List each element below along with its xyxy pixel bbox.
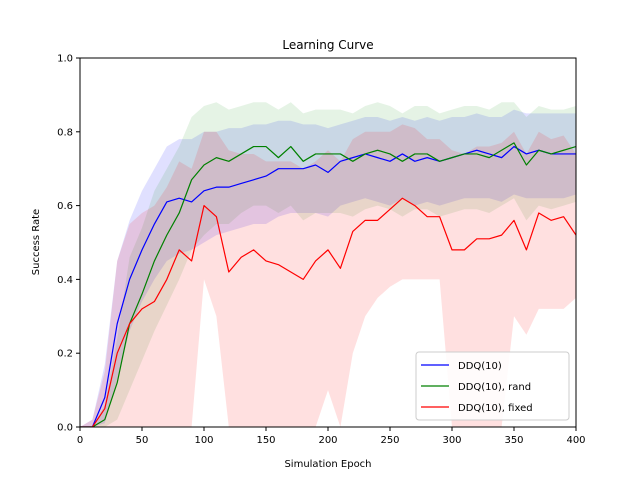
axes: 0 50 100 150 200 250 300 350 400 0.0 0.2 0.4 0.6 0.8 1… xyxy=(57,54,585,447)
band-ddq-10-fixed xyxy=(80,124,576,427)
band-ddq-10-rand xyxy=(80,102,576,427)
chart-title: Learning Curve xyxy=(282,38,373,52)
x-tick-label: 100 xyxy=(194,435,213,446)
x-tick-label: 250 xyxy=(380,435,399,446)
y-tick-label: 0.2 xyxy=(57,349,73,360)
series-line-ddq-10-rand xyxy=(80,142,576,427)
y-tick-label: 0.6 xyxy=(57,201,73,212)
legend: DDQ(10) DDQ(10), rand DDQ(10), fixed xyxy=(415,351,570,421)
x-tick-label: 50 xyxy=(136,435,149,446)
y-tick-label: 0.0 xyxy=(57,423,73,434)
x-tick-label: 150 xyxy=(256,435,275,446)
legend-box xyxy=(415,351,570,421)
series-line-ddq-10-fixed xyxy=(80,197,576,427)
x-tick-label: 400 xyxy=(566,435,585,446)
y-axis-label: Success Rate xyxy=(31,209,42,275)
legend-label-ddq-10-rand: DDQ(10), rand xyxy=(458,382,531,393)
x-tick-label: 0 xyxy=(77,435,83,446)
x-axis-label: Simulation Epoch xyxy=(284,459,371,470)
y-tick-label: 0.4 xyxy=(57,275,73,286)
legend-label-ddq-10-fixed: DDQ(10), fixed xyxy=(458,403,533,414)
y-tick-label: 1.0 xyxy=(57,54,73,65)
x-tick-label: 350 xyxy=(504,435,523,446)
band-ddq-10 xyxy=(80,109,576,427)
y-tick-label: 0.8 xyxy=(57,127,73,138)
x-tick-label: 200 xyxy=(318,435,337,446)
x-tick-label: 300 xyxy=(442,435,461,446)
legend-label-ddq-10: DDQ(10) xyxy=(458,361,502,372)
plot-area xyxy=(80,102,576,427)
